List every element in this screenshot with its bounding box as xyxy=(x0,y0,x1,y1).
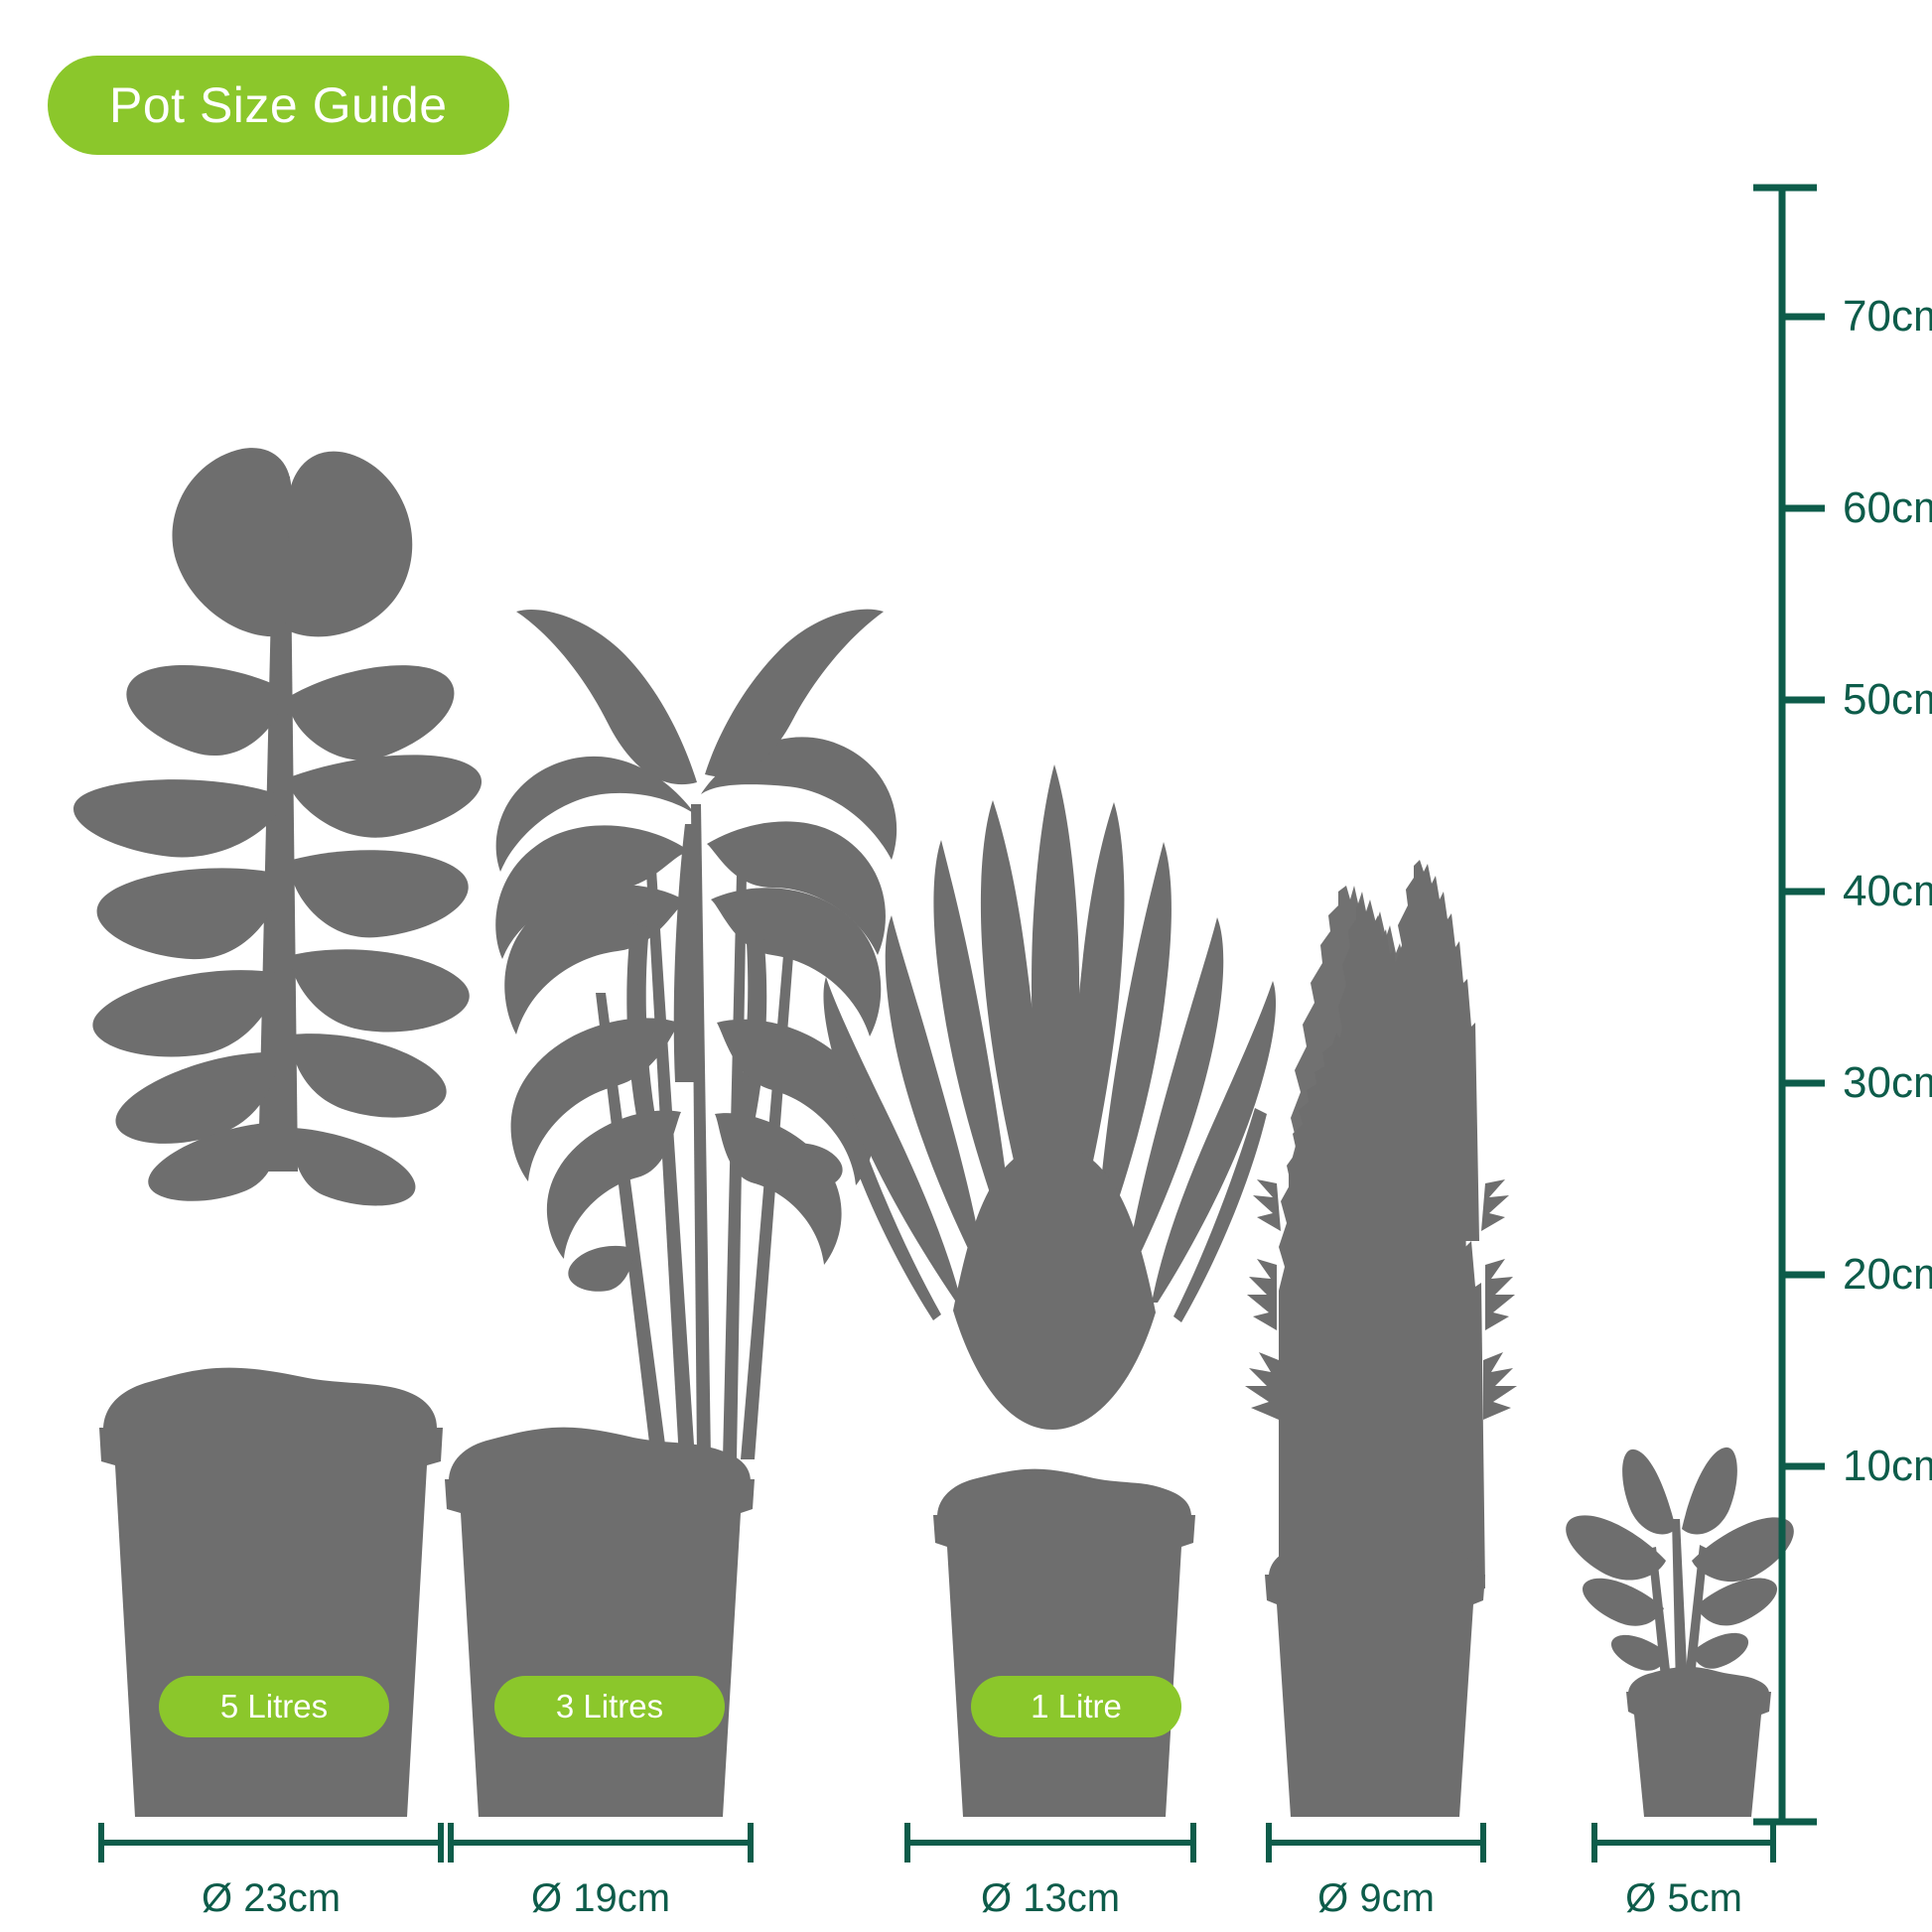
ruler-label-20: 20cm xyxy=(1843,1250,1932,1299)
ruler-label-70: 70cm xyxy=(1843,292,1932,341)
volume-badge-1l: 1 Litre xyxy=(971,1676,1181,1737)
ruler-label-40: 40cm xyxy=(1843,867,1932,915)
plant-snake-plant-silhouette xyxy=(823,764,1277,1817)
ruler-label-60: 60cm xyxy=(1843,483,1932,532)
ruler-label-30: 30cm xyxy=(1843,1058,1932,1107)
page-title: Pot Size Guide xyxy=(109,77,448,133)
plant-rubber-plant-silhouette xyxy=(72,448,483,1817)
plant-palm-silhouette xyxy=(445,609,897,1817)
volume-badge-3l-label: 3 Litres xyxy=(555,1688,664,1725)
volume-badge-3l: 3 Litres xyxy=(494,1676,725,1737)
volume-badge-5l-label: 5 Litres xyxy=(219,1688,329,1725)
ruler-label-10: 10cm xyxy=(1843,1442,1932,1490)
volume-badge-1l-label: 1 Litre xyxy=(1031,1688,1122,1725)
diameter-label-23cm: Ø 23cm xyxy=(201,1876,342,1920)
diameter-label-9cm: Ø 9cm xyxy=(1317,1876,1435,1920)
page-title-badge: Pot Size Guide xyxy=(48,56,509,155)
diameter-label-5cm: Ø 5cm xyxy=(1625,1876,1742,1920)
ruler-label-50: 50cm xyxy=(1843,675,1932,724)
volume-badge-5l: 5 Litres xyxy=(159,1676,389,1737)
diameter-label-19cm: Ø 19cm xyxy=(530,1876,671,1920)
diameter-label-13cm: Ø 13cm xyxy=(980,1876,1121,1920)
plant-seedling-silhouette xyxy=(1566,1447,1794,1817)
plant-conifer-silhouette xyxy=(1245,860,1517,1817)
